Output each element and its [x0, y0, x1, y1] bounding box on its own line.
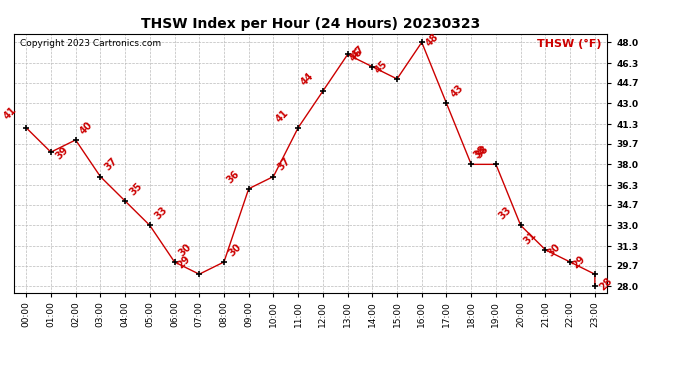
Text: 33: 33	[497, 205, 513, 222]
Text: 33: 33	[152, 205, 169, 222]
Text: 43: 43	[449, 83, 466, 100]
Text: 37: 37	[103, 156, 119, 173]
Text: 30: 30	[177, 242, 194, 258]
Text: 41: 41	[274, 108, 290, 124]
Text: 31: 31	[522, 230, 538, 246]
Text: 36: 36	[225, 168, 241, 185]
Text: Copyright 2023 Cartronics.com: Copyright 2023 Cartronics.com	[20, 39, 161, 48]
Text: 45: 45	[373, 58, 390, 75]
Text: 37: 37	[276, 156, 293, 173]
Text: 41: 41	[2, 105, 19, 122]
Text: 40: 40	[78, 120, 95, 136]
Text: 30: 30	[226, 242, 243, 258]
Text: 28: 28	[598, 276, 614, 292]
Text: 46: 46	[348, 46, 365, 63]
Text: 29: 29	[571, 254, 587, 270]
Title: THSW Index per Hour (24 Hours) 20230323: THSW Index per Hour (24 Hours) 20230323	[141, 17, 480, 31]
Text: THSW (°F): THSW (°F)	[537, 39, 601, 49]
Text: 35: 35	[128, 181, 144, 197]
Text: 44: 44	[299, 71, 315, 87]
Text: 48: 48	[424, 32, 441, 48]
Text: 38: 38	[472, 144, 489, 160]
Text: 47: 47	[350, 44, 366, 61]
Text: 39: 39	[53, 145, 70, 162]
Text: 30: 30	[546, 242, 563, 258]
Text: 38: 38	[474, 144, 491, 160]
Text: 29: 29	[175, 254, 192, 270]
